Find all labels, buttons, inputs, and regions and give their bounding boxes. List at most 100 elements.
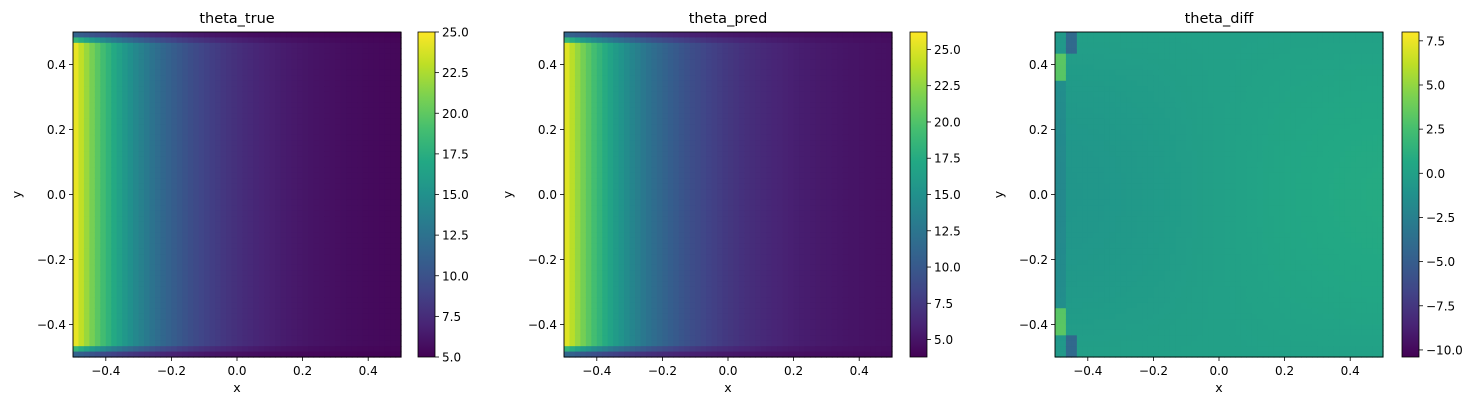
heatmap-cell [133, 227, 140, 234]
heatmap-cell [83, 140, 90, 147]
heatmap-cell [187, 335, 194, 342]
heatmap-cell [275, 248, 282, 255]
heatmap-cell [329, 75, 336, 82]
heatmap-cell [580, 183, 587, 190]
heatmap-cell [237, 48, 244, 55]
heatmap-cell [286, 124, 293, 131]
heatmap-cell [111, 335, 118, 342]
heatmap-cell [73, 254, 80, 261]
heatmap-cell [379, 118, 386, 125]
heatmap-cell [220, 286, 227, 293]
heatmap-cell [198, 64, 205, 71]
heatmap-cell [155, 346, 162, 353]
heatmap-cell [297, 210, 304, 217]
heatmap-cell [297, 346, 304, 353]
heatmap-cell [390, 48, 397, 55]
heatmap-cell [351, 335, 358, 342]
heatmap-cell [656, 183, 663, 190]
heatmap-cell [144, 302, 151, 309]
heatmap-cell [596, 102, 603, 109]
heatmap-cell [580, 162, 587, 169]
heatmap-cell [258, 102, 265, 109]
heatmap-cell [395, 32, 402, 39]
heatmap-cell [362, 264, 369, 271]
heatmap-cell [220, 302, 227, 309]
heatmap-cell [193, 97, 200, 104]
heatmap-cell [596, 335, 603, 342]
heatmap-cell [335, 308, 342, 315]
heatmap-cell [176, 75, 183, 82]
heatmap-cell [286, 346, 293, 353]
heatmap-cell [105, 254, 112, 261]
panel-theta_pred: theta_pred−0.4 −0.2 0.0 0.2 0.4−0.4−0.20.00.… [500, 11, 961, 395]
heatmap-cell [149, 107, 156, 114]
heatmap-cell [171, 210, 178, 217]
heatmap-cell [215, 48, 222, 55]
heatmap-cell [297, 118, 304, 125]
heatmap-cell [193, 281, 200, 288]
heatmap-cell [640, 48, 647, 55]
heatmap-cell [127, 53, 134, 60]
heatmap-cell [629, 297, 636, 304]
heatmap-cell [198, 37, 205, 44]
heatmap-cell [618, 32, 625, 39]
heatmap-cell [149, 53, 156, 60]
heatmap-cell [247, 118, 254, 125]
heatmap-cell [662, 324, 669, 331]
heatmap-cell [116, 335, 123, 342]
heatmap-cell [73, 199, 80, 206]
heatmap-cell [580, 69, 587, 76]
heatmap-cell [122, 227, 129, 234]
heatmap-cell [368, 313, 375, 320]
heatmap-cell [324, 254, 331, 261]
heatmap-cell [329, 102, 336, 109]
heatmap-cell [198, 335, 205, 342]
heatmap-cell [395, 134, 402, 141]
heatmap-cell [667, 129, 674, 136]
heatmap-cell [297, 275, 304, 282]
heatmap-cell [105, 118, 112, 125]
heatmap-cell [569, 270, 576, 277]
heatmap-cell [395, 232, 402, 239]
heatmap-cell [291, 210, 298, 217]
heatmap-cell [640, 118, 647, 125]
heatmap-cell [357, 351, 364, 358]
heatmap-cell [351, 259, 358, 266]
heatmap-cell [122, 140, 129, 147]
heatmap-cell [564, 37, 571, 44]
heatmap-cell [253, 183, 260, 190]
heatmap-cell [651, 183, 658, 190]
heatmap-cell [264, 75, 271, 82]
heatmap-cell [678, 313, 685, 320]
heatmap-cell [94, 248, 101, 255]
heatmap-cell [286, 194, 293, 201]
heatmap-cell [264, 270, 271, 277]
heatmap-cell [569, 346, 576, 353]
heatmap-cell [291, 42, 298, 49]
heatmap-cell [624, 69, 631, 76]
heatmap-cell [564, 286, 571, 293]
heatmap-cell [204, 264, 211, 271]
heatmap-cell [171, 189, 178, 196]
heatmap-cell [324, 340, 331, 347]
heatmap-cell [187, 59, 194, 66]
heatmap-cell [585, 172, 592, 179]
heatmap-cell [73, 210, 80, 217]
heatmap-cell [264, 53, 271, 60]
heatmap-cell [149, 80, 156, 87]
heatmap-cell [149, 313, 156, 320]
heatmap-cell [269, 42, 276, 49]
heatmap-cell [78, 324, 85, 331]
heatmap-cell [100, 97, 107, 104]
heatmap-cell [662, 308, 669, 315]
heatmap-cell [319, 145, 326, 152]
heatmap-cell [569, 42, 576, 49]
heatmap-cell [308, 199, 315, 206]
heatmap-cell [231, 172, 238, 179]
heatmap-cell [122, 42, 129, 49]
heatmap-cell [116, 281, 123, 288]
heatmap-cell [373, 227, 380, 234]
heatmap-cell [122, 270, 129, 277]
heatmap-cell [209, 75, 216, 82]
heatmap-cell [116, 313, 123, 320]
